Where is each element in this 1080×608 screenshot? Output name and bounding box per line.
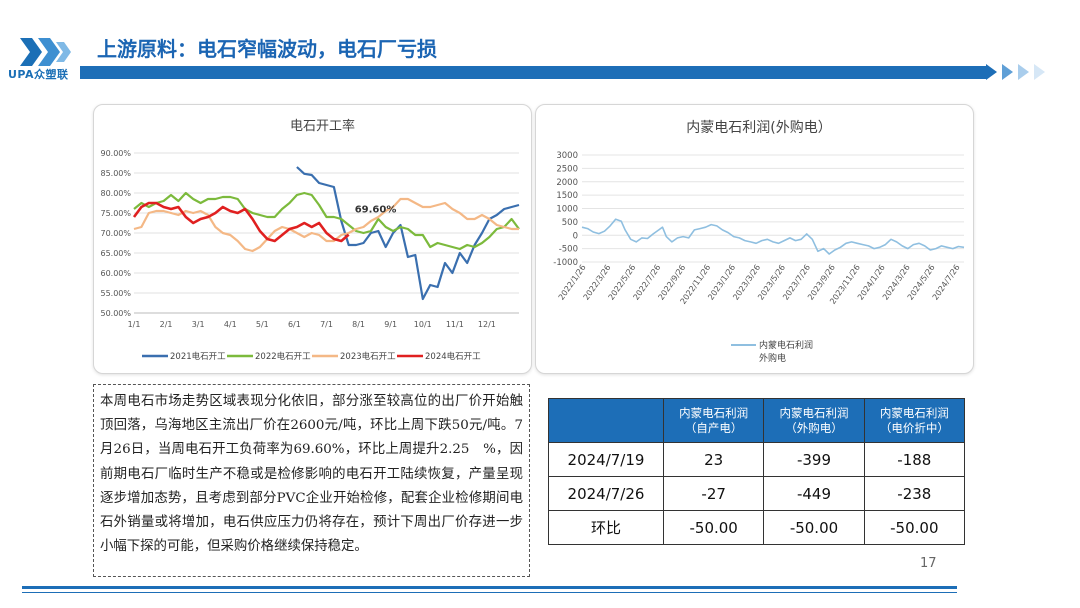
series-line [296, 166, 520, 301]
table-row-label: 2024/7/26 [548, 476, 664, 511]
x-tick-label: 4/1 [224, 320, 237, 329]
table-cell: -27 [662, 476, 765, 511]
table-cell: -188 [863, 442, 966, 477]
legend-label: 外购电 [759, 352, 786, 364]
x-tick-label: 6/1 [288, 320, 301, 329]
y-tick-label: -1000 [553, 258, 578, 268]
footer-line [22, 586, 957, 589]
title-bar [80, 66, 986, 79]
x-tick-label: 11/1 [446, 320, 464, 329]
y-tick-label: 55.00% [100, 289, 131, 298]
x-tick-label: 7/1 [320, 320, 333, 329]
x-tick-label: 1/1 [128, 320, 141, 329]
logo-text: UPA众塑联 [8, 68, 69, 81]
y-tick-label: 50.00% [100, 309, 131, 318]
x-tick-label: 12/1 [478, 320, 496, 329]
table-cell: 23 [662, 442, 765, 477]
footer-line [22, 592, 957, 593]
chart-title: 内蒙电石利润(外购电） [686, 120, 831, 136]
table-row: 2024/7/19 23 -399 -188 [548, 442, 966, 477]
y-tick-label: 2000 [556, 178, 578, 188]
table-header-cell: 内蒙电石利润 （外购电） [763, 398, 865, 443]
table-cell: -50.00 [662, 510, 765, 545]
chevron-icon [1002, 64, 1013, 80]
y-tick-label: 70.00% [100, 229, 131, 238]
table-row-label: 环比 [548, 510, 664, 545]
y-tick-label: -500 [559, 245, 578, 255]
table-cell: -238 [863, 476, 966, 511]
y-tick-label: 85.00% [100, 169, 131, 178]
table-header-cell: 内蒙电石利润 （电价折中） [863, 398, 966, 443]
chevron-icon [1034, 64, 1045, 80]
y-tick-label: 60.00% [100, 269, 131, 278]
operating-rate-chart: 电石开工率 90.00% 85.00% 80.00% 75.00% 70.00% 65.00… [100, 118, 520, 362]
x-tick-label: 10/1 [414, 320, 432, 329]
operating-rate-chart-panel: 电石开工率 90.00% 85.00% 80.00% 75.00% 70.00% 65.00… [93, 104, 532, 374]
table-header-row: 内蒙电石利润 （自产电） 内蒙电石利润 （外购电） 内蒙电石利润 （电价折中） [548, 398, 966, 443]
y-tick-label: 3000 [556, 151, 578, 161]
table-cell: -50.00 [763, 510, 865, 545]
profit-chart: 内蒙电石利润(外购电） 3000 2500 2000 1500 1000 500 0 -500 -… [553, 120, 965, 364]
y-tick-label: 65.00% [100, 249, 131, 258]
series-line [133, 197, 519, 253]
legend-label: 内蒙电石利润 [759, 339, 813, 351]
chart-title: 电石开工率 [290, 118, 355, 134]
profit-chart-panel: 内蒙电石利润(外购电） 3000 2500 2000 1500 1000 500 0 -500 -… [535, 104, 974, 374]
page-number: 17 [920, 556, 937, 571]
table-row: 2024/7/26 -27 -449 -238 [548, 476, 966, 511]
commentary-text: 本周电石市场走势区域表现分化依旧，部分涨至较高位的出厂价开始触顶回落，乌海地区主… [93, 384, 530, 577]
upa-logo-icon [20, 38, 71, 66]
legend-label: 2024电石开工 [425, 351, 481, 362]
series-line [581, 218, 965, 255]
y-tick-label: 75.00% [100, 209, 131, 218]
table-cell: -399 [763, 442, 865, 477]
y-tick-label: 1500 [556, 191, 578, 201]
table-cell: -50.00 [863, 510, 966, 545]
table-row-label: 2024/7/19 [548, 442, 664, 477]
legend-label: 2021电石开工 [170, 351, 226, 362]
y-tick-label: 90.00% [100, 149, 131, 158]
y-tick-label: 2500 [556, 164, 578, 174]
y-tick-label: 1000 [556, 205, 578, 215]
x-tick-label: 9/1 [384, 320, 397, 329]
y-tick-label: 80.00% [100, 189, 131, 198]
x-tick-label: 5/1 [256, 320, 269, 329]
page-title: 上游原料：电石窄幅波动，电石厂亏损 [97, 37, 437, 61]
table-row: 环比 -50.00 -50.00 -50.00 [548, 510, 966, 545]
y-tick-label: 500 [562, 218, 578, 228]
annotation-label: 69.60% [355, 205, 397, 216]
chevron-icon [986, 64, 997, 80]
x-tick-label: 2/1 [160, 320, 173, 329]
table-header-cell: 内蒙电石利润 （自产电） [662, 398, 765, 443]
series-line [133, 191, 520, 251]
x-tick-label: 3/1 [192, 320, 205, 329]
series-line [132, 201, 350, 243]
legend-label: 2023电石开工 [340, 351, 396, 362]
legend-label: 2022电石开工 [255, 351, 311, 362]
chevron-icon [1018, 64, 1029, 80]
table-corner-cell [548, 398, 664, 443]
x-tick-label: 8/1 [352, 320, 365, 329]
table-cell: -449 [763, 476, 865, 511]
profit-table: 内蒙电石利润 （自产电） 内蒙电石利润 （外购电） 内蒙电石利润 （电价折中） 202… [548, 398, 966, 545]
y-tick-label: 0 [573, 231, 578, 241]
